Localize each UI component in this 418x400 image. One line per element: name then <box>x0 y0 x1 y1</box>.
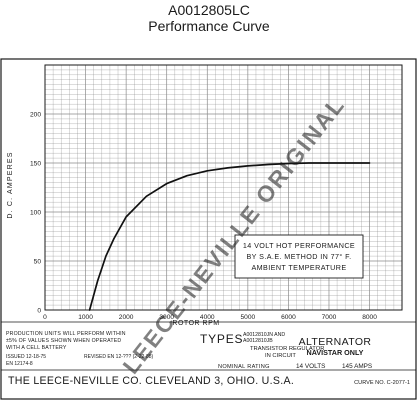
y-tick-label: 150 <box>30 160 41 167</box>
types-line-2: A0012810JB <box>243 338 273 344</box>
annotation-frame <box>234 234 364 279</box>
production-note-1: PRODUCTION UNITS WILL PERFORM WITHIN <box>6 331 126 337</box>
part-number: A0012805LC <box>168 2 250 18</box>
performance-chart: 0 1000 2000 3000 4000 5000 6000 7000 8000 0 50 100 1… <box>0 58 417 400</box>
curve-number: CURVE NO. C-2077-1 <box>354 380 410 386</box>
x-tick-label: 7000 <box>322 314 337 321</box>
issued-code: EN 12174-8 <box>6 361 33 367</box>
rating-amps: 145 AMPS <box>342 363 372 370</box>
annotation-line-2: BY S.A.E. METHOD IN 77° F. <box>246 252 351 261</box>
chart-header: A0012805LC Performance Curve <box>0 0 418 34</box>
types-line-3: TRANSISTOR REGULATOR <box>250 346 324 352</box>
y-tick-label: 50 <box>34 258 42 265</box>
types-line-4: IN CIRCUIT <box>265 353 296 359</box>
x-tick-label: 4000 <box>200 314 215 321</box>
curve-card-border <box>0 58 417 400</box>
x-tick-label: 6000 <box>281 314 296 321</box>
product-name: ALTERNATOR <box>299 336 372 348</box>
company-name: THE LEECE-NEVILLE CO. CLEVELAND 3, OHIO.… <box>8 375 294 387</box>
nominal-rating-label: NOMINAL RATING <box>218 364 270 370</box>
y-tick-label: 0 <box>37 307 41 314</box>
y-tick-label: 100 <box>30 209 41 216</box>
x-tick-label: 5000 <box>241 314 256 321</box>
plot-frame <box>44 64 403 311</box>
production-note-2: ±5% OF VALUES SHOWN WHEN OPERATED <box>6 338 121 344</box>
chart-subtitle: Performance Curve <box>148 18 270 34</box>
performance-curve-line <box>88 162 371 311</box>
types-line-1: A0012810JN AND <box>243 332 285 338</box>
rating-volts: 14 VOLTS <box>296 363 325 370</box>
y-tick-label: 200 <box>30 111 41 118</box>
x-axis-label: ROTOR RPM <box>172 320 219 327</box>
annotation-box: 14 VOLT HOT PERFORMANCE BY S.A.E. METHOD… <box>234 234 364 279</box>
product-sub: NAVISTAR ONLY <box>307 348 364 357</box>
x-tick-label: 1000 <box>78 314 93 321</box>
x-tick-label: 8000 <box>362 314 377 321</box>
x-tick-label: 0 <box>43 314 47 321</box>
production-note-3: WITH A CELL BATTERY <box>6 345 67 351</box>
types-label: TYPES <box>200 332 243 346</box>
issued-date: ISSUED 12-18-75 <box>6 354 46 360</box>
annotation-line-3: AMBIENT TEMPERATURE <box>251 263 346 272</box>
revised-date: REVISED EN 12-??? (2-22-88) <box>84 354 154 360</box>
x-tick-label: 2000 <box>119 314 134 321</box>
annotation-line-1: 14 VOLT HOT PERFORMANCE <box>243 241 355 250</box>
y-axis-label: D. C. AMPERES <box>7 151 14 218</box>
x-tick-label: 3000 <box>159 314 174 321</box>
